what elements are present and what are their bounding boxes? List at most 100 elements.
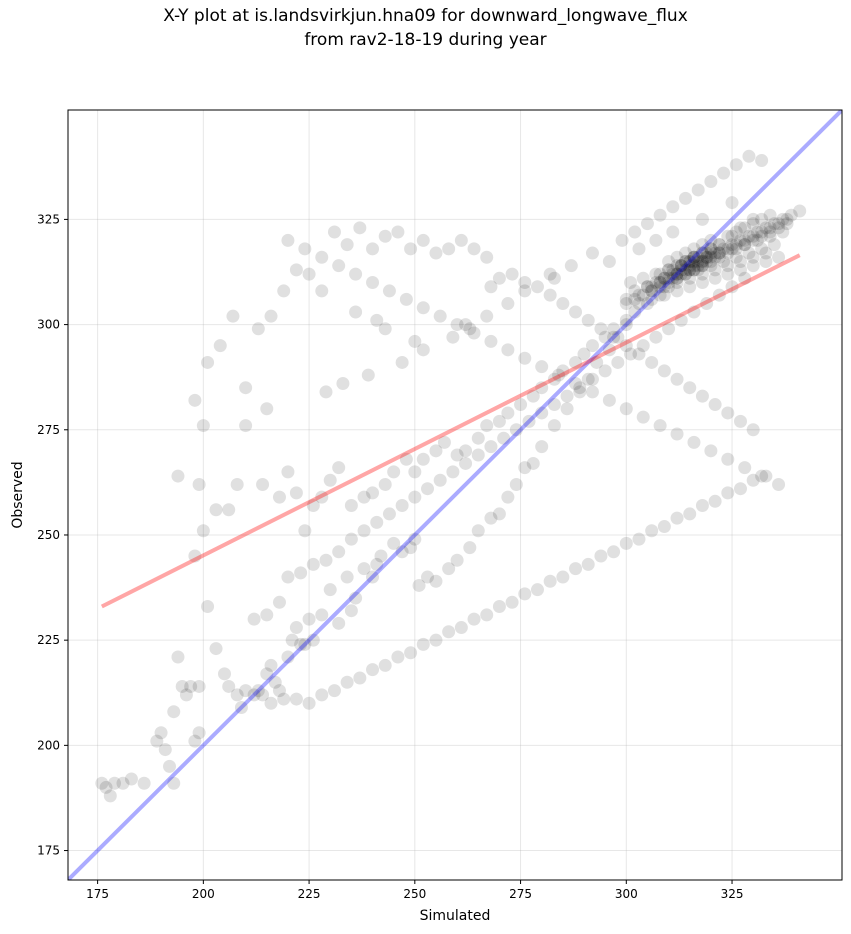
scatter-point (776, 212, 790, 226)
chart-title-line-1: X-Y plot at is.landsvirkjun.hna09 for do… (163, 6, 688, 26)
scatter-point (306, 633, 320, 647)
scatter-point (450, 318, 464, 332)
scatter-point (725, 196, 739, 210)
scatter-point (679, 267, 693, 281)
scatter-point (674, 313, 688, 327)
scatter-point (408, 532, 422, 546)
scatter-point (581, 313, 595, 327)
scatter-point (712, 238, 726, 252)
scatter-point (662, 322, 676, 336)
scatter-point (733, 254, 747, 268)
scatter-point (412, 578, 426, 592)
scatter-point (759, 469, 773, 483)
scatter-point (687, 254, 701, 268)
scatter-point (230, 688, 244, 702)
scatter-point (645, 355, 659, 369)
scatter-point (569, 355, 583, 369)
scatter-point (742, 229, 756, 243)
scatter-point (704, 444, 718, 458)
scatter-point (640, 217, 654, 231)
scatter-point (649, 267, 663, 281)
scatter-point (116, 776, 130, 790)
scatter-point (260, 667, 274, 681)
scatter-point (721, 246, 735, 260)
scatter-point (759, 221, 773, 235)
scatter-point (467, 242, 481, 256)
scatter-point (695, 246, 709, 260)
scatter-point (353, 221, 367, 235)
scatter-point (577, 347, 591, 361)
scatter-point (497, 431, 511, 445)
scatter-point (289, 692, 303, 706)
scatter-point (683, 263, 697, 277)
scatter-point (518, 284, 532, 298)
scatter-point (717, 254, 731, 268)
scatter-point (281, 650, 295, 664)
scatter-point (695, 238, 709, 252)
scatter-point (366, 276, 380, 290)
scatter-point (272, 684, 286, 698)
scatter-point (137, 776, 151, 790)
scatter-point (679, 254, 693, 268)
scatter-point (700, 246, 714, 260)
scatter-point (429, 633, 443, 647)
scatter-point (691, 250, 705, 264)
x-tick-label: 250 (403, 887, 426, 901)
scatter-point (416, 233, 430, 247)
scatter-point (332, 461, 346, 475)
scatter-point (298, 524, 312, 538)
scatter-point (298, 242, 312, 256)
scatter-point (640, 297, 654, 311)
scatter-point (683, 254, 697, 268)
scatter-point (653, 208, 667, 222)
scatter-point (632, 347, 646, 361)
scatter-point (729, 225, 743, 239)
scatter-point (492, 414, 506, 428)
grid-lines (68, 110, 842, 880)
scatter-point (581, 372, 595, 386)
scatter-point (746, 473, 760, 487)
reference-lines (68, 110, 842, 880)
scatter-point (674, 259, 688, 273)
scatter-point (467, 612, 481, 626)
scatter-point (666, 263, 680, 277)
scatter-point (285, 633, 299, 647)
x-tick-label: 200 (192, 887, 215, 901)
scatter-point (421, 482, 435, 496)
scatter-point (492, 507, 506, 521)
scatter-point (387, 465, 401, 479)
scatter-point (404, 541, 418, 555)
scatter-point (179, 688, 193, 702)
scatter-point (687, 435, 701, 449)
scatter-point (657, 288, 671, 302)
scatter-point (653, 280, 667, 294)
scatter-point (272, 595, 286, 609)
scatter-point (725, 229, 739, 243)
scatter-point (442, 625, 456, 639)
scatter-point (640, 280, 654, 294)
scatter-point (395, 499, 409, 513)
scatter-point (700, 297, 714, 311)
scatter-point (679, 267, 693, 281)
scatter-point (649, 330, 663, 344)
scatter-point (573, 381, 587, 395)
scatter-point (746, 423, 760, 437)
scatter-point (636, 271, 650, 285)
scatter-point (615, 233, 629, 247)
scatter-point (670, 259, 684, 273)
scatter-point (632, 242, 646, 256)
scatter-point (450, 448, 464, 462)
scatter-point (480, 250, 494, 264)
scatter-point (742, 149, 756, 163)
scatter-point (327, 684, 341, 698)
scatter-point (729, 250, 743, 264)
scatter-point (357, 562, 371, 576)
scatter-point (767, 238, 781, 252)
scatter-point (315, 608, 329, 622)
scatter-point (192, 679, 206, 693)
scatter-point (459, 318, 473, 332)
scatter-point (670, 271, 684, 285)
scatter-point (695, 267, 709, 281)
scatter-point (323, 583, 337, 597)
